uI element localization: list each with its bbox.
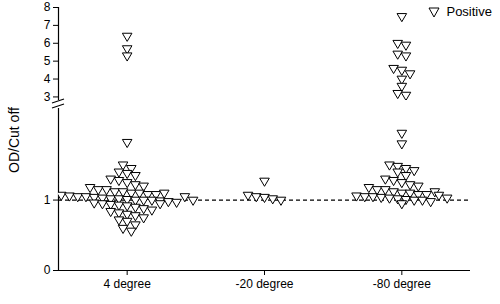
svg-text:6: 6 xyxy=(44,36,51,50)
svg-text:-80 degree: -80 degree xyxy=(373,277,431,291)
html-text:Positive: Positive xyxy=(446,4,492,19)
svg-text:0: 0 xyxy=(44,263,51,277)
svg-text:-20 degree: -20 degree xyxy=(235,277,293,291)
svg-text:4: 4 xyxy=(44,72,51,86)
svg-text:5: 5 xyxy=(44,54,51,68)
svg-text:3: 3 xyxy=(44,90,51,104)
html-text:OD/Cut off: OD/Cut off xyxy=(6,107,22,173)
svg-text:7: 7 xyxy=(44,18,51,32)
svg-text:1: 1 xyxy=(44,193,51,207)
svg-text:8: 8 xyxy=(44,0,51,14)
svg-text:4 degree: 4 degree xyxy=(103,277,151,291)
